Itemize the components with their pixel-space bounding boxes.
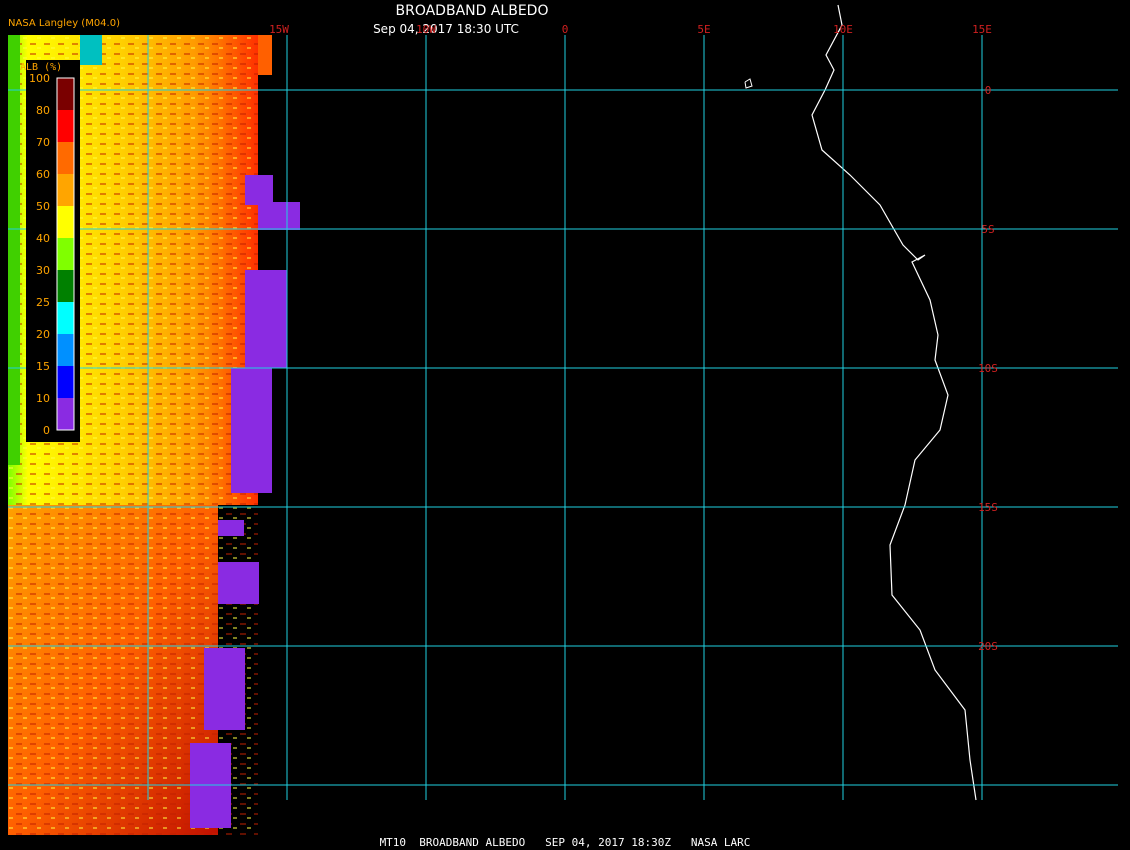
legend-tick: 70 bbox=[36, 136, 50, 149]
legend-frame bbox=[56, 77, 75, 431]
legend-tick: 10 bbox=[36, 392, 50, 405]
credit: NASA Langley (M04.0) bbox=[8, 18, 120, 29]
legend-swatch bbox=[57, 110, 74, 142]
legend-tick: 60 bbox=[36, 168, 50, 181]
legend-tick: 15 bbox=[36, 360, 50, 373]
latitude-label: 5S bbox=[981, 223, 994, 236]
longitude-label: 0 bbox=[562, 23, 569, 36]
legend-swatch bbox=[57, 366, 74, 398]
legend-swatch bbox=[57, 206, 74, 238]
coastline bbox=[811, 4, 977, 801]
latitude-label: 20S bbox=[978, 640, 998, 653]
legend-tick: 50 bbox=[36, 200, 50, 213]
legend-swatch bbox=[57, 270, 74, 302]
graticule bbox=[8, 35, 1118, 800]
legend-swatch bbox=[57, 238, 74, 270]
legend-label: ALB (%) bbox=[20, 62, 62, 73]
longitude-label: 15E bbox=[972, 23, 992, 36]
island bbox=[744, 78, 753, 89]
legend-swatch bbox=[57, 142, 74, 174]
legend-tick: 30 bbox=[36, 264, 50, 277]
latitude-label: 10S bbox=[978, 362, 998, 375]
legend-swatch bbox=[57, 334, 74, 366]
legend-swatch bbox=[57, 78, 74, 110]
latitude-label: 15S bbox=[978, 501, 998, 514]
subtitle: Sep 04, 2017 18:30 UTC bbox=[373, 22, 519, 36]
legend-tick: 0 bbox=[43, 424, 50, 437]
legend-tick: 80 bbox=[36, 104, 50, 117]
legend-swatch bbox=[57, 174, 74, 206]
legend-swatch bbox=[57, 302, 74, 334]
latitude-label: 0 bbox=[985, 84, 992, 97]
longitude-label: 5E bbox=[697, 23, 710, 36]
longitude-label: 10W bbox=[416, 23, 436, 36]
legend-tick: 25 bbox=[36, 296, 50, 309]
legend-tick: 20 bbox=[36, 328, 50, 341]
title: BROADBAND ALBEDO bbox=[396, 3, 549, 19]
longitude-label: 10E bbox=[833, 23, 853, 36]
footer: MT10 BROADBAND ALBEDO SEP 04, 2017 18:30… bbox=[380, 836, 751, 849]
legend-tick: 40 bbox=[36, 232, 50, 245]
longitude-label: 15W bbox=[269, 23, 289, 36]
legend-tick: 100 bbox=[29, 72, 50, 85]
legend-swatch bbox=[57, 398, 74, 430]
